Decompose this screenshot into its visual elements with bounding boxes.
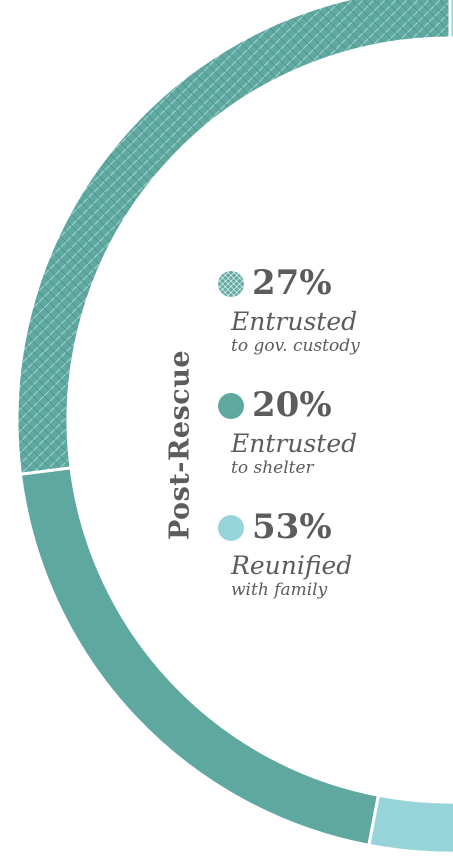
legend-sublabel-family: with family (231, 580, 328, 600)
chart-title: Post-Rescue (164, 349, 196, 541)
legend-swatch-shelter (218, 393, 244, 419)
legend-label-shelter: Entrusted (231, 429, 358, 458)
legend-swatch-gov-custody (218, 271, 244, 297)
slice-family (367, 0, 453, 855)
legend-sublabel-shelter: to shelter (231, 458, 314, 478)
legend-swatch-family (218, 515, 244, 541)
legend-value-gov-custody: 27% (252, 263, 332, 303)
legend-sublabel-gov-custody: to gov. custody (231, 336, 360, 356)
legend-value-shelter: 20% (252, 385, 332, 425)
legend-label-family: Reunified (231, 551, 353, 580)
legend-label-gov-custody: Entrusted (231, 307, 358, 336)
legend-value-family: 53% (252, 507, 332, 547)
